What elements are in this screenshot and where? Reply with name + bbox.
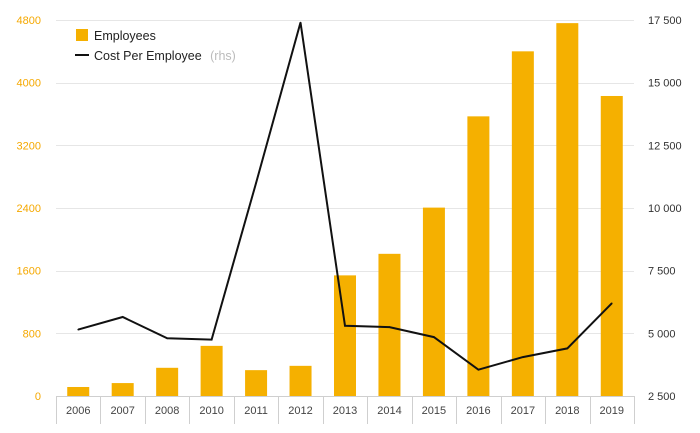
bar-2012 bbox=[289, 365, 312, 396]
point-2014 bbox=[388, 326, 391, 328]
bar-2013 bbox=[334, 275, 356, 396]
bar-2014 bbox=[378, 253, 401, 396]
bar-2011 bbox=[245, 370, 268, 396]
right-tick-label: 7 500 bbox=[648, 266, 676, 278]
left-tick-label: 0 bbox=[35, 391, 41, 403]
point-2016 bbox=[477, 368, 480, 371]
x-tick-label: 2014 bbox=[377, 405, 401, 417]
x-tick-label: 2019 bbox=[600, 405, 624, 417]
bar-2007 bbox=[111, 383, 134, 396]
right-axis: 2 500 5 000 7 500 10 000 12 500 15 000 17 500 bbox=[648, 15, 682, 403]
left-tick-label: 2400 bbox=[17, 203, 41, 215]
point-2012 bbox=[299, 21, 302, 24]
legend-label-rhs-note: (rhs) bbox=[210, 49, 236, 63]
point-2007 bbox=[121, 316, 124, 318]
grid bbox=[56, 20, 635, 424]
bar-2010 bbox=[200, 345, 223, 396]
bar-2016 bbox=[467, 116, 490, 396]
bar-2018 bbox=[556, 23, 579, 397]
bar-2019 bbox=[600, 95, 623, 396]
point-2017 bbox=[522, 356, 524, 358]
point-2006 bbox=[77, 328, 80, 331]
point-2019 bbox=[610, 302, 613, 305]
point-2013 bbox=[344, 325, 346, 327]
x-tick-label: 2011 bbox=[244, 405, 268, 417]
legend-label-cost-per-employee: Cost Per Employee (rhs) bbox=[94, 47, 236, 64]
line-series-cost-per-employee bbox=[77, 21, 613, 371]
point-2011 bbox=[255, 182, 257, 184]
left-tick-label: 800 bbox=[23, 328, 41, 340]
point-2018 bbox=[566, 347, 569, 350]
right-tick-label: 5 000 bbox=[648, 328, 676, 340]
x-tick-label: 2016 bbox=[466, 405, 490, 417]
legend: Employees Cost Per Employee (rhs) bbox=[75, 29, 236, 64]
left-axis: 0 800 1600 2400 3200 4000 4800 bbox=[17, 15, 41, 403]
left-tick-label: 3200 bbox=[17, 140, 41, 152]
right-tick-label: 2 500 bbox=[648, 391, 676, 403]
bar-2015 bbox=[422, 207, 445, 396]
left-tick-label: 4000 bbox=[17, 78, 41, 90]
x-tick-label: 2006 bbox=[66, 405, 90, 417]
left-tick-label: 4800 bbox=[17, 15, 41, 27]
left-tick-label: 1600 bbox=[17, 266, 41, 278]
point-2015 bbox=[433, 336, 435, 338]
legend-swatch-employees bbox=[76, 29, 88, 41]
x-axis: 2006 2007 2008 2010 2011 2012 2013 2014 2015 2016… bbox=[66, 405, 624, 417]
x-tick-label: 2007 bbox=[110, 405, 134, 417]
point-2010 bbox=[210, 338, 213, 341]
right-tick-label: 15 000 bbox=[648, 78, 682, 90]
bar-series-employees bbox=[67, 23, 623, 397]
legend-label-cost-text: Cost Per Employee bbox=[94, 49, 202, 63]
right-tick-label: 17 500 bbox=[648, 15, 682, 27]
x-tick-label: 2010 bbox=[199, 405, 223, 417]
bar-2017 bbox=[511, 51, 534, 396]
x-tick-label: 2015 bbox=[422, 405, 446, 417]
bar-2008 bbox=[156, 367, 179, 396]
x-tick-label: 2012 bbox=[288, 405, 312, 417]
right-tick-label: 12 500 bbox=[648, 140, 682, 152]
legend-label-employees: Employees bbox=[94, 29, 156, 43]
point-2008 bbox=[166, 337, 168, 340]
right-tick-label: 10 000 bbox=[648, 203, 682, 215]
bar-2006 bbox=[67, 386, 90, 396]
x-tick-label: 2017 bbox=[511, 405, 535, 417]
x-tick-label: 2013 bbox=[333, 405, 357, 417]
x-tick-label: 2008 bbox=[155, 405, 179, 417]
x-tick-label: 2018 bbox=[555, 405, 579, 417]
